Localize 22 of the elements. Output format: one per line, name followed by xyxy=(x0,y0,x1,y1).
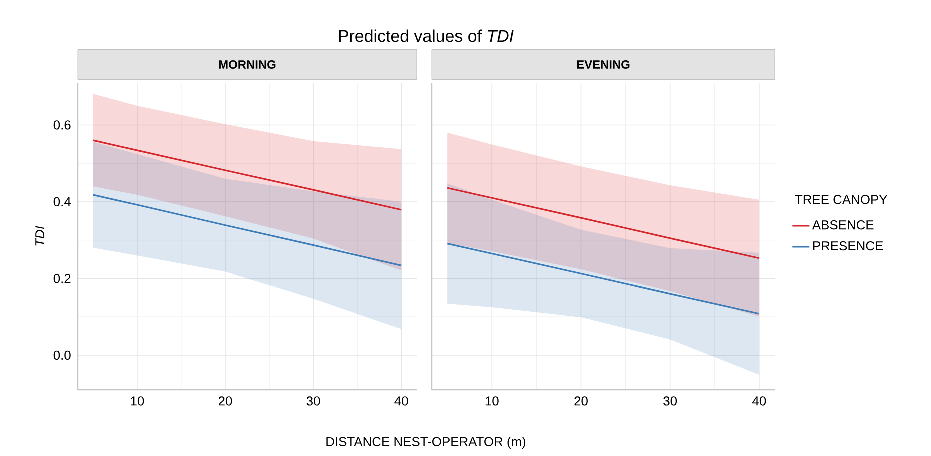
y-axis-title: TDI xyxy=(36,226,45,246)
line-series xyxy=(92,140,402,211)
y-tick-label: 0.0 xyxy=(54,350,71,360)
x-tick-label: 20 xyxy=(574,396,588,406)
legend-title: TREE CANOPY xyxy=(795,195,888,204)
line-series xyxy=(92,194,402,266)
y-tick-label: 0.6 xyxy=(54,120,71,130)
chart-subtitle: MORNING xyxy=(219,60,276,69)
legend-label: PRESENCE xyxy=(813,241,884,251)
x-tick-label: 10 xyxy=(486,396,499,406)
x-tick-label: 40 xyxy=(394,396,408,406)
y-tick-label: 0.4 xyxy=(54,197,71,207)
x-tick-label: 20 xyxy=(218,396,232,406)
x-tick-label: 30 xyxy=(306,396,320,406)
x-axis-title: DISTANCE NEST-OPERATOR (m) xyxy=(326,436,526,450)
y-tick-label: 0.2 xyxy=(54,274,71,284)
x-tick-label: 40 xyxy=(752,396,766,406)
x-tick-label: 30 xyxy=(664,396,678,406)
chart-title: Predicted values of TDI xyxy=(339,30,514,42)
x-tick-label: 10 xyxy=(131,396,144,406)
legend-label: ABSENCE xyxy=(812,220,874,230)
chart-subtitle: EVENING xyxy=(577,60,630,69)
